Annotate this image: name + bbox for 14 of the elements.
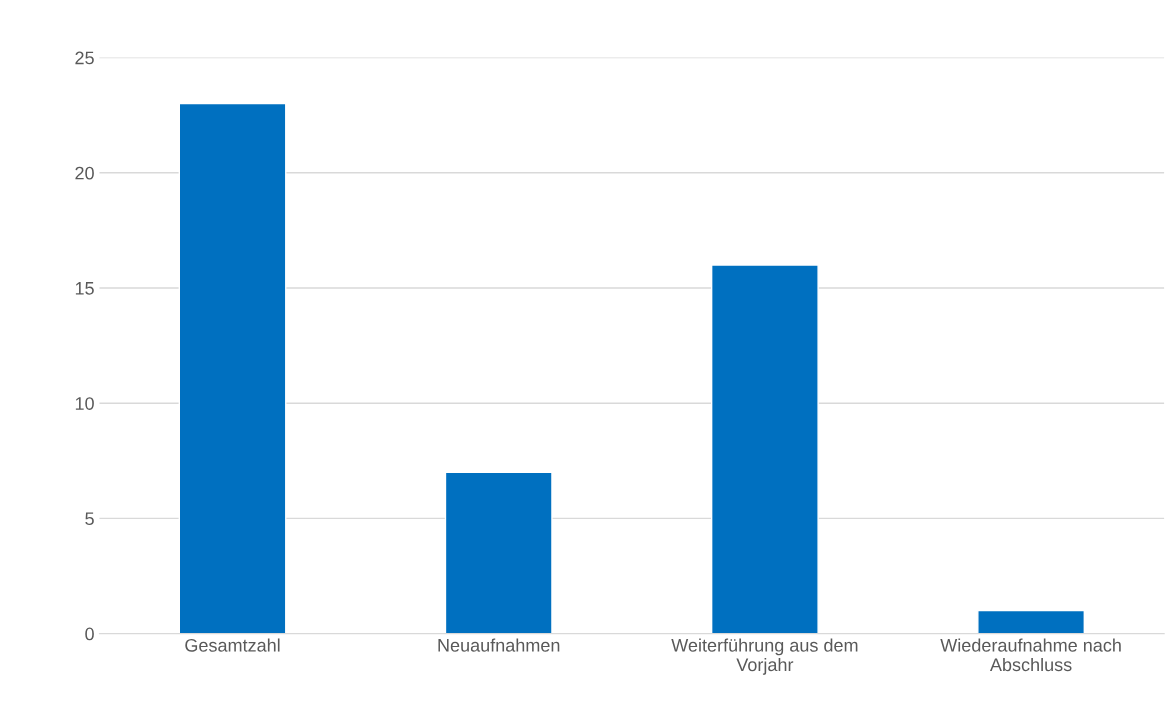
y-tick-label: 0 bbox=[85, 627, 94, 641]
x-tick-label: Neuaufnahmen bbox=[438, 638, 560, 652]
bar bbox=[178, 102, 287, 634]
bar bbox=[444, 471, 553, 634]
y-tick-label: 20 bbox=[75, 166, 94, 180]
y-tick-label: 10 bbox=[75, 397, 94, 410]
y-tick-label: 5 bbox=[85, 512, 94, 526]
bar bbox=[977, 609, 1085, 634]
x-tick-label: Wiederaufnahme nach Abschluss bbox=[940, 638, 1121, 672]
y-tick-label: 25 bbox=[75, 51, 94, 65]
bar bbox=[710, 264, 819, 634]
x-tick-label: Gesamtzahl bbox=[185, 638, 280, 652]
x-tick-label: Weiterführung aus dem Vorjahr bbox=[671, 638, 858, 675]
y-tick-label: 15 bbox=[75, 282, 94, 295]
